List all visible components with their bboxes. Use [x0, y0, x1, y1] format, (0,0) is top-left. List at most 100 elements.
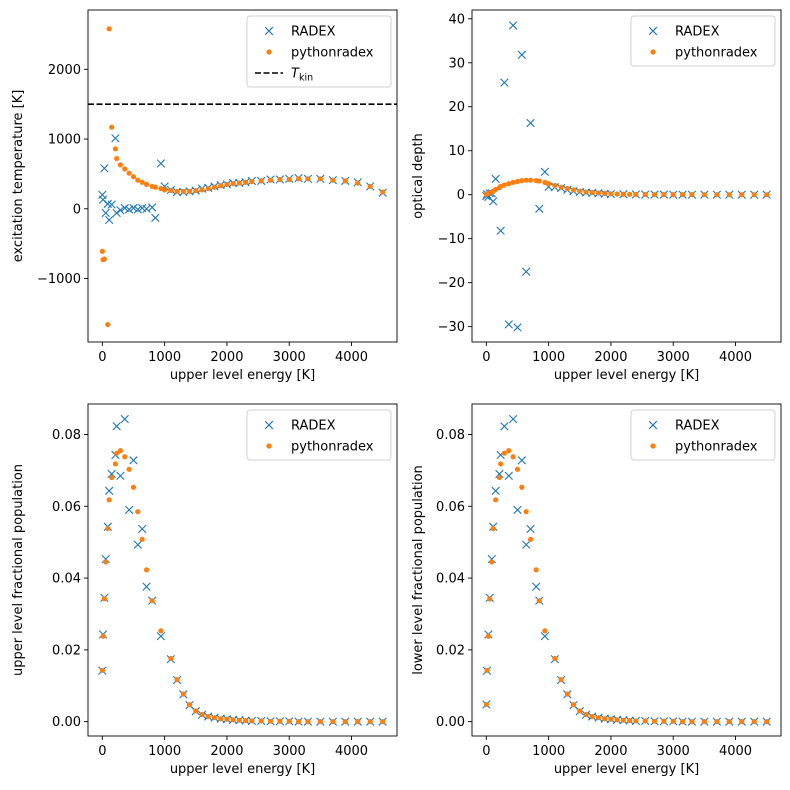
x-tick-label: 2000 [594, 350, 627, 365]
data-point [764, 719, 770, 725]
data-point [527, 536, 534, 542]
data-point [106, 26, 112, 32]
data-point [501, 450, 507, 456]
data-point [513, 323, 522, 332]
data-point [205, 714, 211, 720]
data-point [519, 178, 525, 184]
y-tick-label: 0.04 [52, 572, 81, 587]
legend: RADEX pythonradex [630, 15, 776, 67]
data-point [488, 197, 498, 206]
data-point [493, 497, 499, 503]
data-point [218, 183, 224, 189]
data-point [380, 719, 386, 725]
x-axis-label: upper level energy [K] [554, 762, 699, 777]
data-point [500, 78, 509, 87]
data-point [109, 124, 115, 130]
data-point [286, 176, 292, 183]
data-point [510, 179, 516, 185]
data-point [589, 189, 595, 196]
data-point [286, 718, 292, 724]
data-point [608, 191, 614, 197]
data-point [103, 559, 109, 565]
series-pythonradex [99, 448, 386, 725]
data-point [342, 719, 348, 725]
data-point [701, 192, 707, 198]
data-point [236, 717, 242, 723]
series-pythonradex [483, 448, 770, 725]
data-point [126, 170, 132, 176]
data-point [540, 167, 550, 177]
x-tick-label: 3000 [273, 350, 306, 365]
data-point [116, 471, 125, 480]
data-point [506, 181, 512, 187]
data-point [100, 164, 109, 173]
data-point [510, 454, 516, 460]
data-point [670, 192, 676, 198]
data-point [330, 177, 336, 183]
data-point [258, 718, 264, 724]
y-tick-label: 30 [448, 56, 465, 71]
data-point [526, 524, 535, 534]
y-tick-label: 0.08 [52, 428, 81, 443]
data-point [158, 628, 164, 634]
data-point [679, 192, 686, 198]
series-radex [98, 414, 387, 726]
data-point [689, 719, 695, 725]
x-tick-label: 0 [482, 350, 490, 365]
data-point [174, 677, 180, 683]
plot-area [482, 414, 771, 726]
data-point [211, 715, 218, 721]
series-pythonradex [99, 26, 386, 328]
data-point [751, 719, 757, 725]
data-point [577, 188, 583, 194]
data-point [130, 174, 137, 180]
legend-box [246, 409, 392, 461]
y-tick-label: 20 [448, 100, 465, 115]
x-tick-label: 2000 [210, 350, 243, 365]
data-point [135, 177, 141, 183]
data-point [168, 655, 174, 662]
data-point [104, 486, 114, 496]
data-point [583, 189, 589, 195]
data-point [99, 667, 105, 673]
data-point [506, 448, 512, 454]
data-point [595, 715, 602, 721]
data-point [498, 461, 504, 467]
data-point [504, 320, 513, 329]
data-point [546, 181, 552, 187]
data-point [627, 717, 633, 724]
data-point [661, 718, 667, 724]
data-point [130, 484, 137, 490]
legend-marker-radex [264, 420, 274, 430]
data-point [751, 192, 757, 198]
data-point [101, 596, 107, 602]
data-point [258, 178, 264, 184]
data-point [523, 509, 529, 515]
data-point [487, 596, 493, 602]
data-point [620, 717, 626, 723]
data-point [305, 176, 311, 182]
y-tick-label: −10 [438, 232, 465, 247]
data-point [380, 189, 386, 195]
data-point [484, 667, 490, 673]
x-tick-label: 2000 [594, 744, 627, 759]
y-axis-label: optical depth [411, 133, 426, 219]
data-point [143, 181, 150, 187]
data-point [218, 716, 224, 722]
data-point [527, 177, 534, 183]
y-tick-label: 0.04 [436, 572, 465, 587]
data-point [101, 256, 107, 262]
y-tick-label: 1000 [48, 133, 81, 148]
data-point [105, 525, 111, 532]
data-point [739, 192, 745, 198]
x-tick-label: 3000 [657, 350, 690, 365]
legend-label-pythonradex: pythonradex [675, 46, 758, 61]
data-point [295, 176, 302, 182]
data-point [517, 50, 527, 60]
data-point [570, 702, 577, 708]
data-point [116, 205, 125, 215]
data-point [564, 691, 570, 697]
data-point [224, 716, 230, 722]
data-point [211, 184, 218, 190]
